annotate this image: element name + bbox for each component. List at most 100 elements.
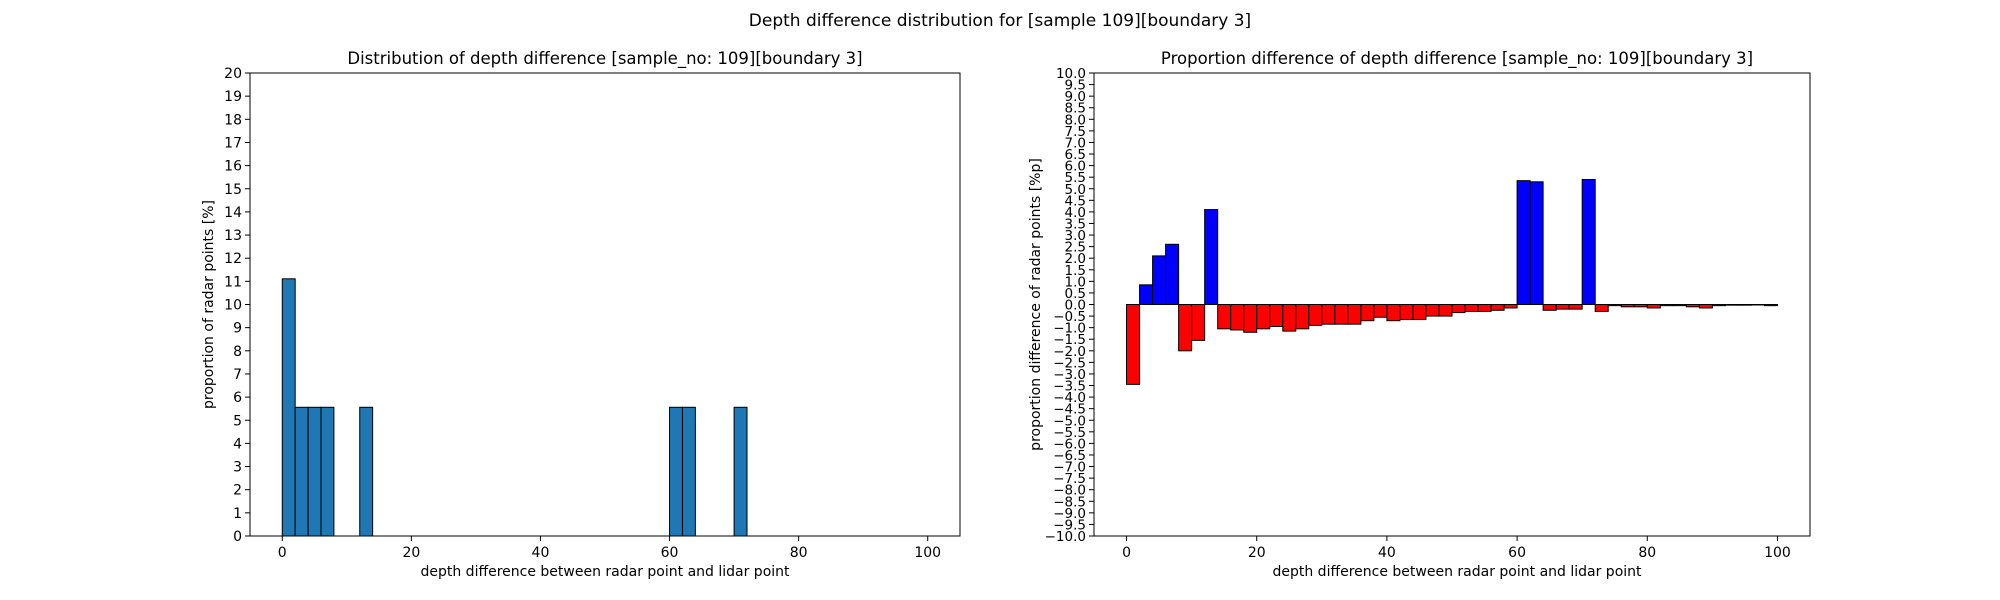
right-y-tick-label: −8.5 xyxy=(1053,494,1086,510)
right-y-tick-label: −4.5 xyxy=(1053,402,1086,418)
right-bar xyxy=(1334,304,1349,325)
left-x-axis-ticks: 0 20 40 60 80 100 xyxy=(278,536,941,561)
left-bar xyxy=(669,406,683,537)
left-x-tick-label: 40 xyxy=(532,545,550,561)
right-bar xyxy=(1126,304,1141,385)
right-bar xyxy=(1295,304,1310,330)
right-y-tick-label: −5.0 xyxy=(1053,413,1086,429)
right-y-tick-label: 4.5 xyxy=(1065,193,1086,209)
right-bar xyxy=(1646,304,1661,309)
right-y-axis-label: proportion difference of radar points [%… xyxy=(1028,158,1044,451)
right-bar xyxy=(1269,304,1284,327)
right-y-tick-label: −1.0 xyxy=(1053,321,1086,337)
right-x-tick-label: 0 xyxy=(1122,545,1131,561)
right-y-tick-label: 1.0 xyxy=(1065,274,1086,290)
left-chart-title: Distribution of depth difference [sample… xyxy=(347,49,862,69)
right-bar xyxy=(1737,304,1752,306)
right-y-tick-label: −6.0 xyxy=(1053,436,1086,452)
right-bar xyxy=(1256,304,1271,330)
left-y-tick-label: 13 xyxy=(224,228,242,244)
right-bar xyxy=(1282,304,1297,332)
left-y-tick-label: 8 xyxy=(233,344,242,360)
left-y-tick-label: 12 xyxy=(224,251,242,267)
left-y-tick-label: 19 xyxy=(224,89,242,105)
left-x-axis-label: depth difference between radar point and… xyxy=(420,564,790,580)
right-y-tick-label: 8.5 xyxy=(1065,101,1086,117)
right-bar xyxy=(1373,304,1388,318)
right-y-tick-label: 8.0 xyxy=(1065,112,1086,128)
right-bar xyxy=(1321,304,1336,325)
left-bar xyxy=(307,406,322,537)
right-y-tick-label: 9.5 xyxy=(1065,78,1086,94)
right-bar xyxy=(1698,304,1713,309)
right-x-axis-label: depth difference between radar point and… xyxy=(1272,564,1642,580)
right-bar xyxy=(1438,304,1453,317)
right-bar xyxy=(1243,304,1258,333)
right-y-tick-label: −9.5 xyxy=(1053,517,1086,533)
right-y-tick-label: −9.0 xyxy=(1053,506,1086,522)
right-y-tick-label: 5.0 xyxy=(1065,182,1086,198)
right-bars xyxy=(1126,178,1778,385)
right-bar xyxy=(1360,304,1375,322)
left-bars xyxy=(281,278,748,537)
right-axes-frame xyxy=(1093,72,1811,537)
right-y-tick-label: −5.5 xyxy=(1053,425,1086,441)
right-bar xyxy=(1633,304,1648,308)
right-bar xyxy=(1581,178,1596,306)
right-bar xyxy=(1555,304,1570,310)
right-y-tick-label: 3.5 xyxy=(1065,216,1086,232)
left-y-tick-label: 7 xyxy=(233,367,242,383)
right-bar xyxy=(1217,304,1232,330)
right-bar xyxy=(1204,209,1219,306)
left-bar xyxy=(359,406,374,537)
right-y-tick-label: 1.5 xyxy=(1065,263,1086,279)
left-axes-frame xyxy=(249,72,961,537)
left-y-tick-label: 2 xyxy=(233,483,242,499)
left-y-tick-label: 10 xyxy=(224,298,242,314)
right-y-tick-label: −2.5 xyxy=(1053,355,1086,371)
right-bar xyxy=(1139,284,1154,306)
right-x-tick-label: 40 xyxy=(1378,545,1396,561)
right-x-tick-label: 60 xyxy=(1508,545,1526,561)
right-bar xyxy=(1412,304,1427,321)
right-bar xyxy=(1464,304,1479,312)
right-bar xyxy=(1607,304,1622,307)
left-y-tick-label: 15 xyxy=(224,182,242,198)
right-chart-title: Proportion difference of depth differenc… xyxy=(1161,49,1753,69)
left-x-tick-label: 0 xyxy=(278,545,287,561)
left-y-tick-label: 17 xyxy=(224,135,242,151)
right-bar xyxy=(1659,304,1674,307)
right-y-tick-label: 3.0 xyxy=(1065,228,1086,244)
right-y-tick-label: −10.0 xyxy=(1045,529,1086,545)
right-bar xyxy=(1750,304,1765,306)
left-y-tick-label: 3 xyxy=(233,460,242,476)
right-bar xyxy=(1672,304,1687,307)
right-y-tick-label: 7.5 xyxy=(1065,124,1086,140)
left-y-tick-label: 18 xyxy=(224,112,242,128)
right-bar xyxy=(1529,181,1544,305)
left-y-tick-label: 9 xyxy=(233,321,242,337)
right-y-tick-label: 0.0 xyxy=(1065,298,1086,314)
right-bar xyxy=(1451,304,1466,314)
right-bar xyxy=(1503,304,1518,309)
left-bar xyxy=(281,278,296,537)
right-bar xyxy=(1711,304,1726,307)
right-y-tick-label: 2.0 xyxy=(1065,251,1086,267)
left-y-tick-label: 4 xyxy=(233,436,242,452)
right-bar xyxy=(1542,304,1557,311)
right-bar xyxy=(1477,304,1492,312)
right-y-tick-label: −7.5 xyxy=(1053,471,1086,487)
right-y-tick-label: 0.5 xyxy=(1065,286,1086,302)
left-x-tick-label: 80 xyxy=(790,545,808,561)
right-bar xyxy=(1620,304,1635,308)
right-bar xyxy=(1685,304,1700,308)
right-bar xyxy=(1516,180,1531,306)
right-bar xyxy=(1230,304,1245,331)
right-bar xyxy=(1178,304,1193,352)
right-y-tick-label: 4.0 xyxy=(1065,205,1086,221)
left-bar xyxy=(294,406,309,537)
left-y-tick-label: 5 xyxy=(233,413,242,429)
left-y-tick-label: 16 xyxy=(224,159,242,175)
